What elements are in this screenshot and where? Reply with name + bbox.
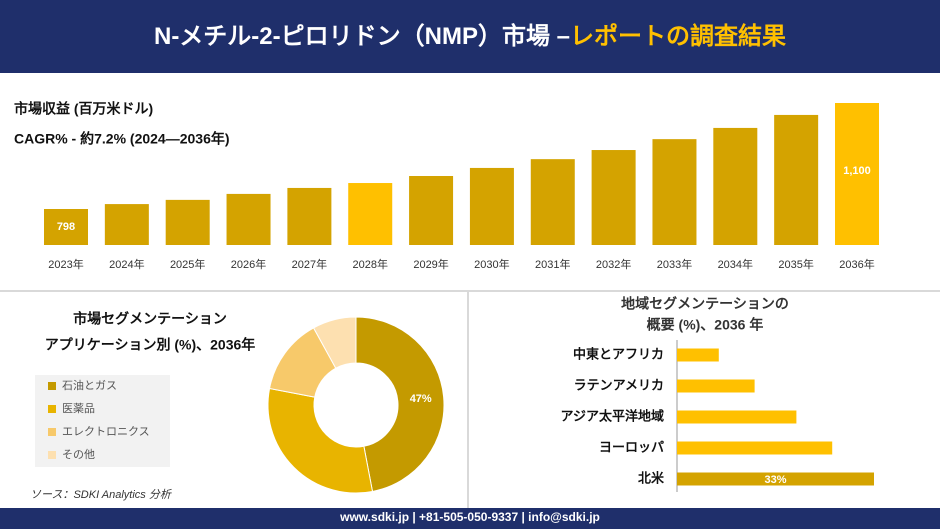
bar	[677, 441, 833, 455]
x-tick-label: 2031年	[535, 257, 570, 271]
x-tick-label: 2029年	[413, 257, 448, 271]
legend-label: その他	[62, 448, 95, 461]
footer: www.sdki.jp | +81-505-050-9337 | info@sd…	[339, 510, 600, 524]
x-tick-label: 2027年	[292, 257, 327, 271]
bar	[677, 348, 719, 362]
source: ソース：SDKI Analytics 分析	[30, 488, 173, 501]
footer-bar	[0, 508, 940, 529]
bar	[835, 103, 879, 245]
chart-subtitle: CAGR% - 約7.2% (2024—2036年)	[14, 131, 230, 147]
legend-swatch	[48, 405, 56, 413]
legend-label: 石油とガス	[62, 378, 117, 392]
bar	[287, 187, 332, 245]
title-highlight: レポートの調査結果	[570, 22, 786, 50]
data-label: 1,100	[843, 165, 871, 177]
x-tick-label: 2026年	[231, 257, 266, 271]
chart-title: 地域セグメンテーションの	[621, 296, 789, 312]
bar	[530, 159, 575, 245]
legend-swatch	[48, 451, 56, 459]
title-main: N-メチル-2-ピロリドン（NMP）市場 –	[154, 22, 570, 50]
bar	[652, 139, 697, 245]
x-tick-label: 2033年	[657, 257, 692, 271]
bar	[713, 127, 758, 245]
header-title: N-メチル-2-ピロリドン（NMP）市場 –レポートの調査結果	[154, 22, 786, 50]
chart-subtitle: 概要 (%)、2036 年	[647, 317, 764, 333]
x-tick-label: 2023年	[48, 257, 83, 271]
x-tick-label: 2028年	[352, 257, 387, 271]
data-label: 33%	[764, 474, 786, 486]
chart-subtitle: アプリケーション別 (%)、2036年	[45, 337, 256, 353]
y-tick-label: ヨーロッパ	[599, 439, 664, 454]
header-bar	[0, 0, 940, 73]
donut-segment	[267, 387, 374, 494]
legend-swatch	[48, 428, 56, 436]
legend-box	[35, 375, 170, 467]
bar	[591, 150, 636, 245]
legend-label: 医薬品	[62, 402, 95, 415]
donut-segment	[312, 316, 357, 369]
bar	[409, 176, 454, 245]
bar	[44, 209, 88, 245]
y-tick-label: アジア太平洋地域	[561, 408, 664, 423]
bar	[165, 199, 210, 245]
legend-label: エレクトロニクス	[62, 425, 150, 438]
x-tick-label: 2024年	[109, 257, 144, 271]
x-tick-label: 2030年	[474, 257, 509, 271]
x-tick-label: 2025年	[170, 257, 205, 271]
bar	[348, 183, 393, 245]
data-label: 798	[57, 221, 75, 233]
x-tick-label: 2035年	[778, 257, 813, 271]
data-label: 47%	[410, 393, 432, 405]
donut-segment	[355, 316, 445, 493]
bar	[104, 204, 149, 245]
chart-title: 市場セグメンテーション	[73, 311, 227, 327]
x-tick-label: 2034年	[718, 257, 753, 271]
x-tick-label: 2032年	[596, 257, 631, 271]
legend-swatch	[48, 382, 56, 390]
y-tick-label: 中東とアフリカ	[573, 346, 664, 361]
x-tick-label: 2036年	[839, 257, 874, 271]
bar	[677, 379, 755, 393]
bar	[677, 472, 874, 486]
bar	[226, 193, 271, 245]
bar	[469, 167, 514, 245]
y-tick-label: 北米	[638, 470, 665, 485]
chart-title: 市場収益 (百万米ドル)	[14, 101, 153, 117]
bar	[774, 114, 819, 245]
bar	[677, 410, 797, 424]
y-tick-label: ラテンアメリカ	[574, 377, 664, 392]
